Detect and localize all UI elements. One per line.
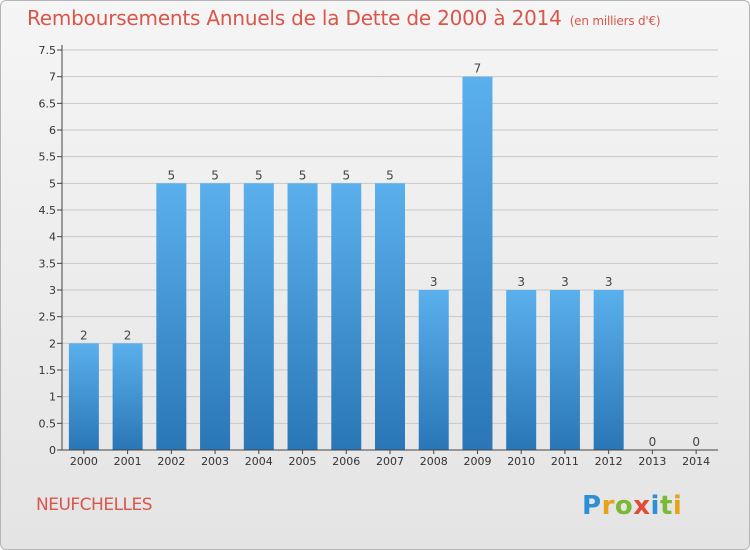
data-label: 0: [649, 435, 657, 449]
data-label: 5: [255, 168, 263, 182]
y-tick-label: 4: [49, 231, 56, 244]
data-label: 3: [430, 275, 438, 289]
x-tick-label: 2006: [332, 455, 360, 468]
y-tick-label: 7.5: [39, 44, 57, 57]
bar-2005: [287, 183, 318, 451]
y-tick-label: 5: [49, 177, 56, 190]
x-tick-label: 2012: [595, 455, 623, 468]
data-label: 2: [80, 328, 88, 342]
bar-2006: [331, 183, 362, 451]
x-tick-label: 2013: [638, 455, 666, 468]
y-tick-label: 0: [49, 444, 56, 457]
x-tick-label: 2005: [289, 455, 317, 468]
y-tick-label: 1.5: [39, 364, 57, 377]
bars: [68, 76, 624, 451]
bar-2001: [112, 343, 143, 450]
data-label: 0: [692, 435, 700, 449]
y-tick-label: 0.5: [39, 417, 57, 430]
bar-2009: [462, 76, 493, 451]
y-tick-label: 3: [49, 284, 56, 297]
data-label: 5: [211, 168, 219, 182]
x-tick-label: 2010: [507, 455, 535, 468]
bar-2008: [418, 290, 449, 450]
data-label: 3: [517, 275, 525, 289]
commune-name: NEUFCHELLES: [36, 495, 153, 515]
bar-2003: [200, 183, 231, 451]
y-tick-labels: 0 0.5 1 1.5 2 2.5 3 3.5 4 4.5 5 5.5 6 6.5 7 7.5: [39, 44, 57, 457]
data-label: 7: [474, 62, 482, 76]
y-tick-label: 3.5: [39, 257, 57, 270]
data-label: 5: [386, 168, 394, 182]
bar-2007: [375, 183, 405, 451]
data-label: 3: [605, 275, 613, 289]
y-tick-label: 5.5: [39, 151, 57, 164]
bar-2011: [549, 290, 580, 450]
x-tick-label: 2009: [463, 455, 491, 468]
y-tick-label: 2: [49, 337, 56, 350]
bar-2012: [593, 290, 624, 450]
x-tick-label: 2007: [376, 455, 404, 468]
bar-2002: [156, 183, 187, 451]
data-label: 5: [342, 168, 350, 182]
y-tick-label: 7: [49, 71, 56, 84]
bar-2010: [506, 290, 537, 450]
chart-title: Remboursements Annuels de la Dette de 20…: [27, 6, 661, 30]
x-tick-label: 2001: [114, 455, 142, 468]
y-tick-label: 1: [49, 391, 56, 404]
y-tick-label: 2.5: [39, 311, 57, 324]
x-tick-label: 2002: [157, 455, 185, 468]
y-tick-label: 6: [49, 124, 56, 137]
bar-2000: [68, 343, 99, 450]
proxiti-logo: Proxiti: [582, 491, 682, 521]
x-tick-label: 2000: [70, 455, 98, 468]
x-tick-label: 2011: [551, 455, 579, 468]
x-tick-label: 2003: [201, 455, 229, 468]
data-label: 5: [168, 168, 176, 182]
data-label: 3: [561, 275, 569, 289]
y-tick-label: 4.5: [39, 204, 57, 217]
x-tick-labels: 2000 2001 2002 2003 2004 2005 2006 2007 2008 2009…: [70, 455, 710, 468]
data-labels: 2 2 5 5 5 5 5 5 3 7 3 3 3 0 0: [80, 62, 700, 449]
y-tick-label: 6.5: [39, 97, 57, 110]
x-tick-label: 2014: [682, 455, 710, 468]
data-label: 5: [299, 168, 307, 182]
title-text: Remboursements Annuels de la Dette de 20…: [27, 6, 562, 30]
x-tick-label: 2008: [420, 455, 448, 468]
axes: [57, 45, 718, 454]
x-tick-label: 2004: [245, 455, 273, 468]
bar-2004: [243, 183, 274, 451]
unit-note: (en milliers d'€): [569, 14, 661, 28]
data-label: 2: [124, 328, 132, 342]
svg-text:Proxiti: Proxiti: [582, 491, 682, 521]
